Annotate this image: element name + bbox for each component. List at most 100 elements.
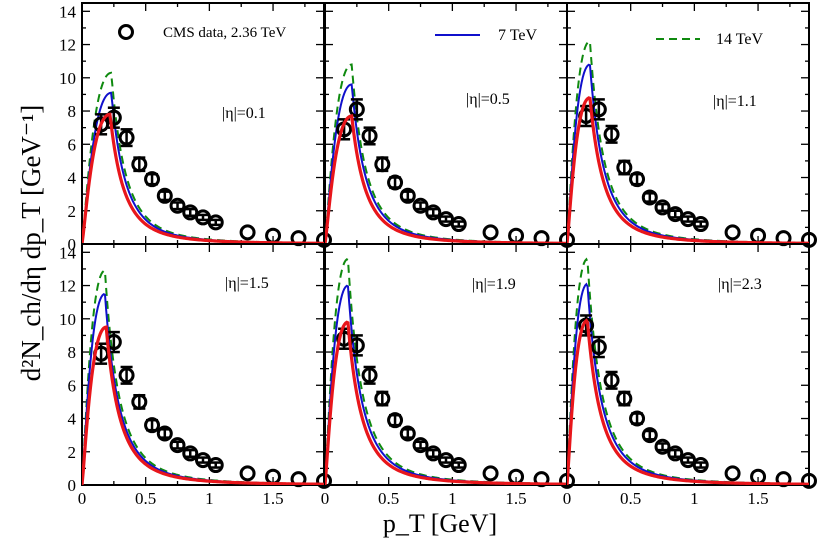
data-point bbox=[105, 106, 122, 129]
data-marker bbox=[692, 457, 709, 474]
panel-frame bbox=[324, 243, 568, 486]
data-marker bbox=[348, 101, 365, 118]
panel-eta-label: |η|=1.9 bbox=[472, 276, 516, 293]
data-marker bbox=[399, 187, 416, 204]
data-point bbox=[399, 425, 416, 442]
data-point bbox=[641, 427, 658, 444]
data-marker bbox=[724, 465, 741, 482]
data-point bbox=[692, 216, 709, 233]
x-tick-label: 0 bbox=[321, 489, 330, 508]
data-point bbox=[387, 174, 404, 191]
x-tick-label: 1 bbox=[690, 489, 699, 508]
data-point bbox=[182, 204, 199, 221]
y-tick-label: 12 bbox=[59, 277, 76, 296]
data-marker bbox=[590, 339, 607, 356]
data-point bbox=[654, 199, 671, 216]
data-marker bbox=[387, 174, 404, 191]
curve-2-36tev bbox=[325, 320, 567, 485]
data-point bbox=[182, 445, 199, 462]
data-point bbox=[680, 211, 696, 228]
data-point bbox=[629, 410, 646, 427]
data-marker bbox=[412, 437, 429, 454]
data-point bbox=[590, 98, 607, 121]
panel-eta-label: |η|=1.1 bbox=[713, 93, 757, 110]
x-tick-label: 1.5 bbox=[262, 489, 283, 508]
data-marker bbox=[801, 472, 817, 489]
y-tick-label: 2 bbox=[68, 443, 77, 462]
curve-2-36tev bbox=[82, 325, 324, 485]
data-point bbox=[425, 204, 442, 221]
x-tick-label: 1.5 bbox=[505, 489, 526, 508]
x-tick-label: 1 bbox=[205, 489, 214, 508]
data-point bbox=[131, 393, 148, 410]
data-point bbox=[144, 417, 161, 434]
panel-4: 0 2 4 6 8 10 12 14 0 0.5 1 1.5 |η|=1.5 bbox=[59, 243, 332, 508]
data-marker bbox=[387, 412, 404, 429]
x-tick-label: 1.5 bbox=[747, 489, 768, 508]
data-point bbox=[425, 445, 442, 462]
y-tick-label: 8 bbox=[68, 343, 77, 362]
data-point bbox=[374, 390, 391, 407]
data-marker bbox=[399, 425, 416, 442]
panel-3: |η|=1.1 bbox=[566, 2, 817, 248]
legend-7tev-label: 7 TeV bbox=[498, 27, 537, 44]
data-point bbox=[387, 412, 404, 429]
data-point bbox=[361, 365, 378, 385]
data-marker bbox=[616, 390, 633, 407]
data-point bbox=[412, 437, 429, 454]
data-point bbox=[195, 209, 211, 226]
panel-eta-label: |η|=0.1 bbox=[222, 105, 266, 122]
x-tick-label: 1 bbox=[448, 489, 457, 508]
data-point bbox=[207, 214, 224, 231]
data-marker bbox=[533, 471, 550, 488]
y-axis-title: d²N_ch/dη dp_T [GeV⁻¹] bbox=[16, 105, 46, 382]
data-point bbox=[118, 365, 135, 385]
data-marker bbox=[629, 171, 646, 188]
data-marker bbox=[654, 438, 671, 455]
y-tick-label: 6 bbox=[68, 135, 77, 154]
data-marker bbox=[169, 197, 186, 214]
data-point bbox=[399, 187, 416, 204]
panel-5: 0 0.5 1 1.5 |η|=1.9 bbox=[321, 243, 575, 508]
data-marker bbox=[118, 367, 135, 384]
data-point bbox=[724, 224, 741, 241]
data-marker bbox=[144, 417, 161, 434]
data-marker bbox=[425, 445, 442, 462]
data-point bbox=[239, 465, 256, 482]
legend-data-marker bbox=[118, 24, 134, 40]
data-marker bbox=[374, 390, 391, 407]
y-tick-label: 14 bbox=[59, 2, 77, 21]
panel-eta-label: |η|=0.5 bbox=[466, 91, 510, 108]
data-marker bbox=[374, 156, 391, 173]
data-marker bbox=[361, 367, 378, 384]
data-marker bbox=[724, 224, 741, 241]
curve-14tev bbox=[567, 40, 809, 244]
y-tick-label: 10 bbox=[59, 69, 76, 88]
y-tick-label: 2 bbox=[68, 202, 77, 221]
data-marker bbox=[239, 224, 256, 241]
x-tick-label: 0.5 bbox=[620, 489, 641, 508]
data-point bbox=[438, 452, 454, 469]
data-marker bbox=[169, 437, 186, 454]
data-marker bbox=[361, 127, 378, 144]
curve-2-36tev bbox=[567, 318, 809, 485]
curve-14tev bbox=[567, 257, 809, 485]
curve-2-36tev bbox=[567, 96, 809, 244]
data-marker bbox=[412, 197, 429, 214]
data-marker bbox=[93, 116, 110, 133]
data-marker bbox=[290, 471, 307, 488]
data-marker bbox=[616, 159, 633, 176]
data-point bbox=[169, 197, 186, 214]
data-point bbox=[438, 211, 454, 228]
panel-6: 0 0.5 1 1.5 |η|=2.3 bbox=[563, 243, 817, 508]
ticks bbox=[566, 3, 809, 245]
y-tick-label: 0 bbox=[68, 235, 77, 254]
data-marker bbox=[239, 465, 256, 482]
data-marker bbox=[207, 214, 224, 231]
x-tick-label: 0.5 bbox=[135, 489, 156, 508]
data-point bbox=[348, 334, 365, 357]
y-tick-label: 12 bbox=[59, 36, 76, 55]
x-tick-label: 0 bbox=[563, 489, 572, 508]
data-point bbox=[131, 156, 148, 173]
legend-data-label: CMS data, 2.36 TeV bbox=[163, 25, 286, 41]
